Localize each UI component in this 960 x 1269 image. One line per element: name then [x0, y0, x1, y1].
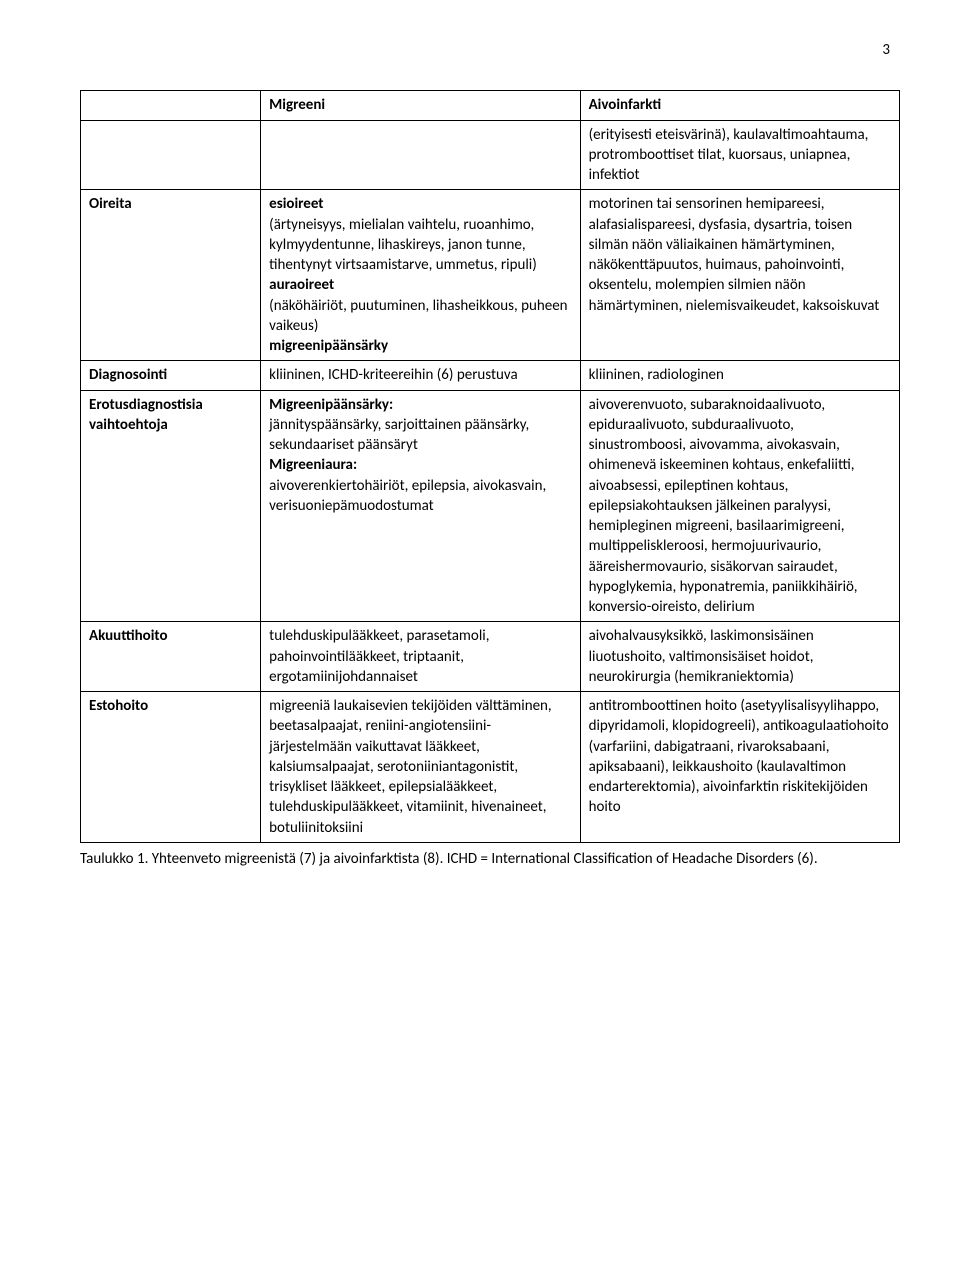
cell-precol3: (erityisesti eteisvärinä), kaulavaltimoa… [580, 120, 899, 190]
row-label-diagnosointi: Diagnosointi [81, 361, 261, 390]
cell-oireita-migreeni: esioireet (ärtyneisyys, mielialan vaihte… [261, 190, 580, 361]
migreenipaansarky-label: migreenipäänsärky [269, 337, 388, 355]
cell-erotus-migreeni: Migreenipäänsärky: jännityspäänsärky, sa… [261, 390, 580, 622]
cell-estohoito-migreeni: migreeniä laukaisevien tekijöiden välttä… [261, 692, 580, 843]
cell-diagnosointi-aivoinfarkti: kliininen, radiologinen [580, 361, 899, 390]
cell-estohoito-aivoinfarkti: antitromboottinen hoito (asetyylisalisyy… [580, 692, 899, 843]
row-label-erotus: Erotusdiagnostisia vaihtoehtoja [81, 390, 261, 622]
row-label-estohoito: Estohoito [81, 692, 261, 843]
header-col3: Aivoinfarkti [580, 91, 899, 120]
page-number: 3 [80, 40, 900, 60]
header-col1 [81, 91, 261, 120]
table-row-erotus: Erotusdiagnostisia vaihtoehtoja Migreeni… [81, 390, 900, 622]
table-header-row: Migreeni Aivoinfarkti [81, 91, 900, 120]
auraoireet-label: auraoireet [269, 276, 334, 294]
migreeniaura-list: aivoverenkiertohäiriöt, epilepsia, aivok… [269, 477, 546, 515]
migreeniaura-heading: Migreeniaura: [269, 456, 357, 474]
cell-akuuttihoito-aivoinfarkti: aivohalvausyksikkö, laskimonsisäinen liu… [580, 622, 899, 692]
table-row-akuuttihoito: Akuuttihoito tulehduskipulääkkeet, paras… [81, 622, 900, 692]
cell-akuuttihoito-migreeni: tulehduskipulääkkeet, parasetamoli, paho… [261, 622, 580, 692]
esioireet-label: esioireet [269, 195, 323, 213]
table-row-oireita: Oireita esioireet (ärtyneisyys, mieliala… [81, 190, 900, 361]
cell-erotus-aivoinfarkti: aivoverenvuoto, subaraknoidaalivuoto, ep… [580, 390, 899, 622]
cell-oireita-aivoinfarkti: motorinen tai sensorinen hemipareesi, al… [580, 190, 899, 361]
cell-diagnosointi-migreeni: kliininen, ICHD-kriteereihin (6) perustu… [261, 361, 580, 390]
row-label-akuuttihoito: Akuuttihoito [81, 622, 261, 692]
table-row-estohoito: Estohoito migreeniä laukaisevien tekijöi… [81, 692, 900, 843]
row-label-oireita: Oireita [81, 190, 261, 361]
cell-empty [261, 120, 580, 190]
migreenipaansarky-list: jännityspäänsärky, sarjoittainen päänsär… [269, 416, 529, 454]
migreenipaansarky-heading: Migreenipäänsärky: [269, 396, 393, 414]
table-row-continuation: (erityisesti eteisvärinä), kaulavaltimoa… [81, 120, 900, 190]
auraoireet-text: (näköhäiriöt, puutuminen, lihasheikkous,… [269, 297, 567, 335]
table-row-diagnosointi: Diagnosointi kliininen, ICHD-kriteereihi… [81, 361, 900, 390]
cell-empty [81, 120, 261, 190]
comparison-table: Migreeni Aivoinfarkti (erityisesti eteis… [80, 90, 900, 843]
header-col2: Migreeni [261, 91, 580, 120]
esioireet-text: (ärtyneisyys, mielialan vaihtelu, ruoanh… [269, 216, 537, 275]
table-caption: Taulukko 1. Yhteenveto migreenistä (7) j… [80, 849, 900, 869]
